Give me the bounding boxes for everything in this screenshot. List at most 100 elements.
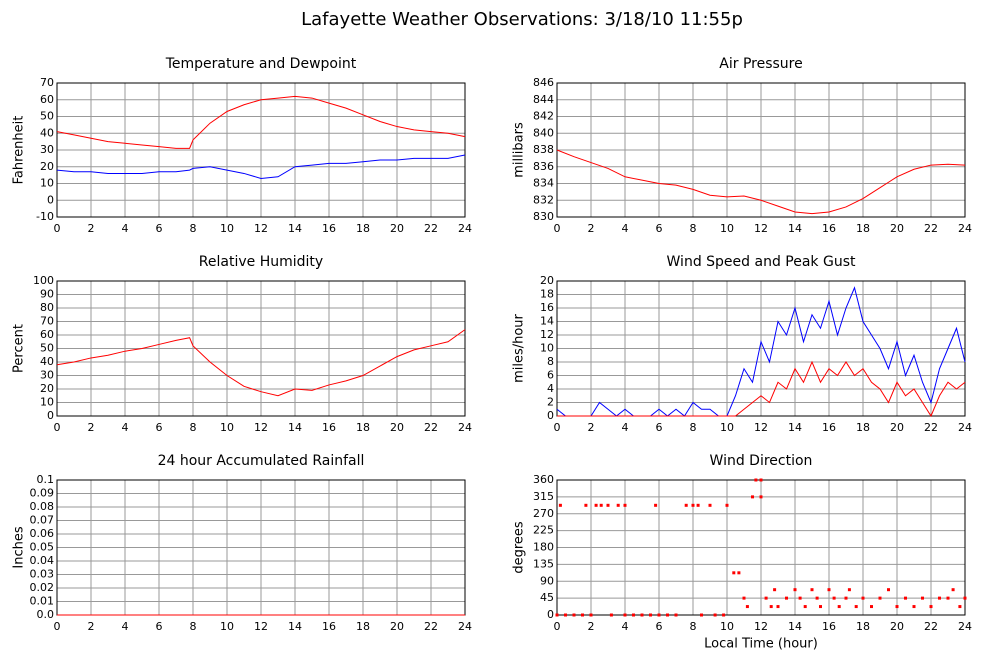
y-tick-label: 844 (533, 93, 554, 106)
panel-title: Air Pressure (719, 56, 802, 72)
x-tick-label: 10 (220, 421, 234, 434)
x-tick-label: 16 (822, 620, 836, 633)
data-point (764, 596, 768, 600)
data-point (854, 605, 858, 609)
data-point (815, 596, 819, 600)
y-tick-label: 0.09 (30, 487, 55, 500)
x-tick-label: 18 (856, 421, 870, 434)
data-line (557, 360, 966, 418)
x-tick-label: 10 (720, 421, 734, 434)
data-point (606, 503, 610, 507)
x-tick-label: 0 (54, 620, 61, 633)
x-tick-label: 14 (788, 620, 802, 633)
data-point (832, 596, 836, 600)
x-tick-label: 18 (856, 222, 870, 235)
y-tick-label: 100 (33, 274, 54, 287)
y-tick-label: 20 (40, 160, 54, 173)
data-point (847, 588, 851, 592)
x-tick-label: 12 (254, 421, 268, 434)
x-tick-label: 16 (822, 421, 836, 434)
x-tick-label: 0 (54, 222, 61, 235)
data-point (725, 503, 729, 507)
y-tick-label: 10 (40, 177, 54, 190)
x-tick-label: 2 (88, 222, 95, 235)
y-tick-label: 0.01 (30, 595, 55, 608)
y-tick-label: 50 (40, 342, 54, 355)
y-axis-label: miles/hour (512, 313, 527, 382)
x-tick-label: 6 (656, 421, 663, 434)
panel-title: Wind Direction (710, 453, 813, 469)
x-tick-label: 10 (720, 222, 734, 235)
x-tick-label: 22 (924, 620, 938, 633)
data-point (929, 605, 933, 609)
y-tick-label: 0.03 (30, 568, 55, 581)
data-point (827, 588, 831, 592)
y-tick-label: 834 (533, 177, 554, 190)
y-axis-label: Inches (12, 526, 27, 568)
data-point (584, 503, 588, 507)
y-tick-label: 0.1 (37, 473, 55, 486)
y-axis-label: Fahrenheit (12, 116, 27, 185)
y-tick-label: 60 (40, 93, 54, 106)
y-tick-label: 830 (533, 210, 554, 223)
panel: Wind Speed and Peak Gustmiles/hour024681… (512, 254, 973, 434)
x-tick-label: 6 (156, 222, 163, 235)
data-point (870, 605, 873, 609)
x-tick-label: 0 (54, 421, 61, 434)
x-tick-label: 0 (554, 222, 561, 235)
data-point (776, 605, 780, 609)
x-tick-label: 0 (554, 421, 561, 434)
data-point (946, 596, 950, 600)
y-tick-label: 16 (540, 301, 554, 314)
x-tick-label: 24 (958, 222, 972, 235)
data-point (558, 503, 562, 507)
x-tick-label: 8 (690, 620, 697, 633)
x-tick-label: 20 (890, 421, 904, 434)
data-point (654, 503, 658, 507)
y-axis-label: millibars (512, 122, 527, 178)
data-point (599, 503, 603, 507)
x-tick-label: 6 (156, 421, 163, 434)
y-tick-label: 180 (533, 541, 554, 554)
y-tick-label: 270 (533, 507, 554, 520)
data-point (895, 605, 899, 609)
data-point (819, 605, 822, 609)
data-point (878, 596, 882, 600)
data-point (773, 588, 777, 592)
data-line (56, 329, 466, 397)
x-tick-label: 20 (390, 421, 404, 434)
x-tick-label: 16 (322, 620, 336, 633)
data-point (623, 613, 627, 617)
x-tick-label: 16 (322, 222, 336, 235)
y-tick-label: 4 (547, 382, 554, 395)
x-tick-label: 10 (220, 620, 234, 633)
y-tick-label: 10 (540, 342, 554, 355)
data-line (56, 154, 466, 179)
data-point (904, 596, 907, 600)
x-tick-label: 4 (122, 222, 129, 235)
data-point (921, 596, 924, 600)
y-tick-label: 90 (40, 288, 54, 301)
plot-frame (556, 280, 966, 417)
x-tick-label: 4 (122, 620, 129, 633)
data-point (722, 613, 726, 617)
x-tick-label: 20 (390, 222, 404, 235)
data-point (938, 596, 941, 600)
data-point (609, 613, 613, 617)
panel: Relative HumidityPercent0102030405060708… (12, 254, 473, 434)
x-tick-label: 8 (690, 222, 697, 235)
data-point (861, 596, 865, 600)
x-tick-label: 6 (656, 222, 663, 235)
panel-title: Temperature and Dewpoint (165, 56, 357, 72)
data-point (555, 613, 559, 617)
x-tick-label: 16 (822, 222, 836, 235)
x-tick-label: 12 (754, 222, 768, 235)
x-tick-label: 24 (958, 421, 972, 434)
x-tick-label: 16 (322, 421, 336, 434)
x-tick-label: 6 (656, 620, 663, 633)
x-tick-label: 18 (356, 222, 370, 235)
x-tick-label: 10 (220, 222, 234, 235)
figure-title: Lafayette Weather Observations: 3/18/10 … (301, 9, 743, 30)
x-tick-label: 2 (588, 620, 595, 633)
x-tick-label: 8 (190, 620, 197, 633)
